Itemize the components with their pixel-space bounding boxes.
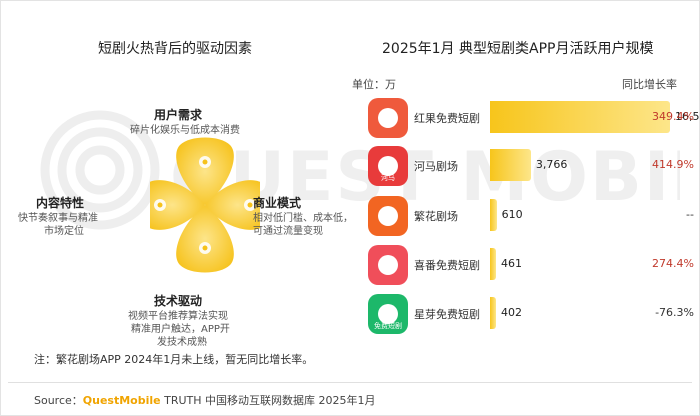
factor-top-title: 用户需求 <box>154 108 203 122</box>
chart-row: 喜番免费短剧 461 274.4% <box>360 243 694 287</box>
fanhua-app-icon <box>368 196 408 236</box>
mau-value-label: 402 <box>501 306 522 319</box>
mau-bar <box>490 149 531 181</box>
factor-bottom-desc-2: 精准用户触达，APP开 <box>131 324 230 335</box>
growth-rate: -76.3% <box>655 306 694 319</box>
growth-rate: 274.4% <box>652 257 694 270</box>
growth-header: 同比增长率 <box>622 78 677 91</box>
source-prefix: Source： <box>34 394 83 407</box>
factor-left-desc-2: 市场定位 <box>44 226 84 237</box>
growth-rate: 414.9% <box>652 158 694 171</box>
chart-row: 河马 河马剧场 3,766 414.9% <box>360 144 694 188</box>
driver-petals <box>150 137 260 273</box>
factor-bottom-title: 技术驱动 <box>154 294 203 308</box>
hema-app-icon: 河马 <box>368 146 408 186</box>
factor-left-desc-1: 快节奏叙事与精准 <box>18 213 98 224</box>
factor-right-desc-2: 可通过流量变现 <box>253 226 323 237</box>
mau-bar <box>490 199 497 231</box>
app-name: 河马剧场 <box>414 160 458 173</box>
mau-bar <box>490 101 670 133</box>
app-name: 星芽免费短剧 <box>414 308 480 321</box>
petal-bottom <box>176 205 234 273</box>
chart-row: 免费短剧 星芽免费短剧 402 -76.3% <box>360 292 694 336</box>
xifan-app-icon <box>368 245 408 285</box>
source-brand: QuestMobile <box>82 394 161 407</box>
petal-left <box>150 180 205 230</box>
source-rest: TRUTH 中国移动互联网数据库 2025年1月 <box>160 394 376 407</box>
app-name: 红果免费短剧 <box>414 112 480 125</box>
chart-row: 红果免费短剧 16,565349.4% <box>360 96 700 140</box>
growth-rate: 349.4% <box>652 110 694 123</box>
hongguo-app-icon <box>368 98 408 138</box>
growth-rate: -- <box>686 208 694 221</box>
factor-bottom-desc-1: 视频平台推荐算法实现 <box>128 311 228 322</box>
unit-label: 单位：万 <box>352 78 396 91</box>
factor-right-title: 商业模式 <box>253 196 302 210</box>
mau-value-label: 3,766 <box>535 158 568 171</box>
chart-row: 繁花剧场 610 -- <box>360 194 694 238</box>
chart-title: 2025年1月 典型短剧类APP月活跃用户规模 <box>382 41 654 57</box>
xingya-app-icon: 免费短剧 <box>368 294 408 334</box>
left-title: 短剧火热背后的驱动因素 <box>98 41 252 57</box>
mau-value-label: 610 <box>501 208 523 221</box>
app-name: 繁花剧场 <box>414 210 458 223</box>
footnote: 注：繁花剧场APP 2024年1月未上线，暂无同比增长率。 <box>34 353 314 366</box>
app-name: 喜番免费短剧 <box>414 259 480 272</box>
petal-top <box>176 137 234 205</box>
mau-value-label: 16,565 <box>675 110 700 123</box>
app-icon-text: 河马 <box>381 174 395 182</box>
factor-right-desc-1: 相对低门槛、成本低， <box>253 213 353 224</box>
mau-bar <box>490 297 496 329</box>
factor-left-title: 内容特性 <box>36 196 85 210</box>
factor-top-desc: 碎片化娱乐与低成本消费 <box>130 125 240 136</box>
petal-right <box>205 180 260 230</box>
app-icon-text: 免费短剧 <box>374 322 402 330</box>
mau-bar <box>490 248 496 280</box>
source-line: Source：QuestMobile TRUTH 中国移动互联网数据库 2025… <box>34 392 376 408</box>
mau-value-label: 461 <box>501 257 522 270</box>
factor-bottom-desc-3: 发技术成熟 <box>157 337 207 348</box>
footer-divider <box>8 382 692 383</box>
